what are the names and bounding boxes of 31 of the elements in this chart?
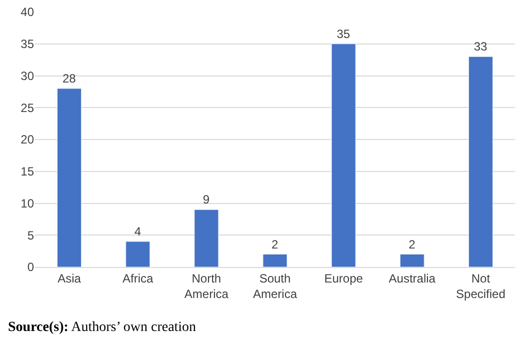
bar — [331, 44, 356, 267]
y-tick-label: 10 — [20, 196, 34, 210]
bar — [468, 56, 493, 267]
x-tick-label: Europe — [324, 271, 364, 286]
y-tick-label: 30 — [20, 68, 34, 83]
y-tick-label: 5 — [27, 228, 34, 242]
x-tick-label: Africa — [122, 271, 154, 286]
y-tick-label: 35 — [20, 37, 34, 52]
data-label: 4 — [134, 224, 142, 238]
data-label: 2 — [272, 237, 278, 252]
data-label: 35 — [336, 26, 350, 41]
bar — [57, 88, 82, 267]
data-label: 28 — [62, 72, 76, 86]
data-label: 9 — [202, 192, 210, 207]
y-tick-label: 25 — [20, 100, 34, 115]
bar — [262, 254, 288, 267]
data-label: 2 — [408, 237, 416, 252]
bar — [194, 209, 219, 267]
y-tick-label: 40 — [20, 5, 34, 20]
x-tick-label: North America — [184, 271, 229, 301]
data-label: 33 — [474, 40, 488, 54]
y-tick-label: 0 — [27, 260, 34, 274]
x-tick-label: Asia — [58, 271, 82, 286]
x-tick-label: South America — [252, 271, 298, 301]
source-note: Source(s): Authors’ own creation — [8, 320, 196, 335]
bar — [126, 241, 150, 267]
x-tick-label: Not Specified — [456, 271, 506, 301]
bar — [400, 254, 424, 267]
x-tick-label: Australia — [388, 271, 436, 286]
y-tick-label: 15 — [20, 164, 34, 179]
y-tick-label: 20 — [20, 132, 34, 147]
